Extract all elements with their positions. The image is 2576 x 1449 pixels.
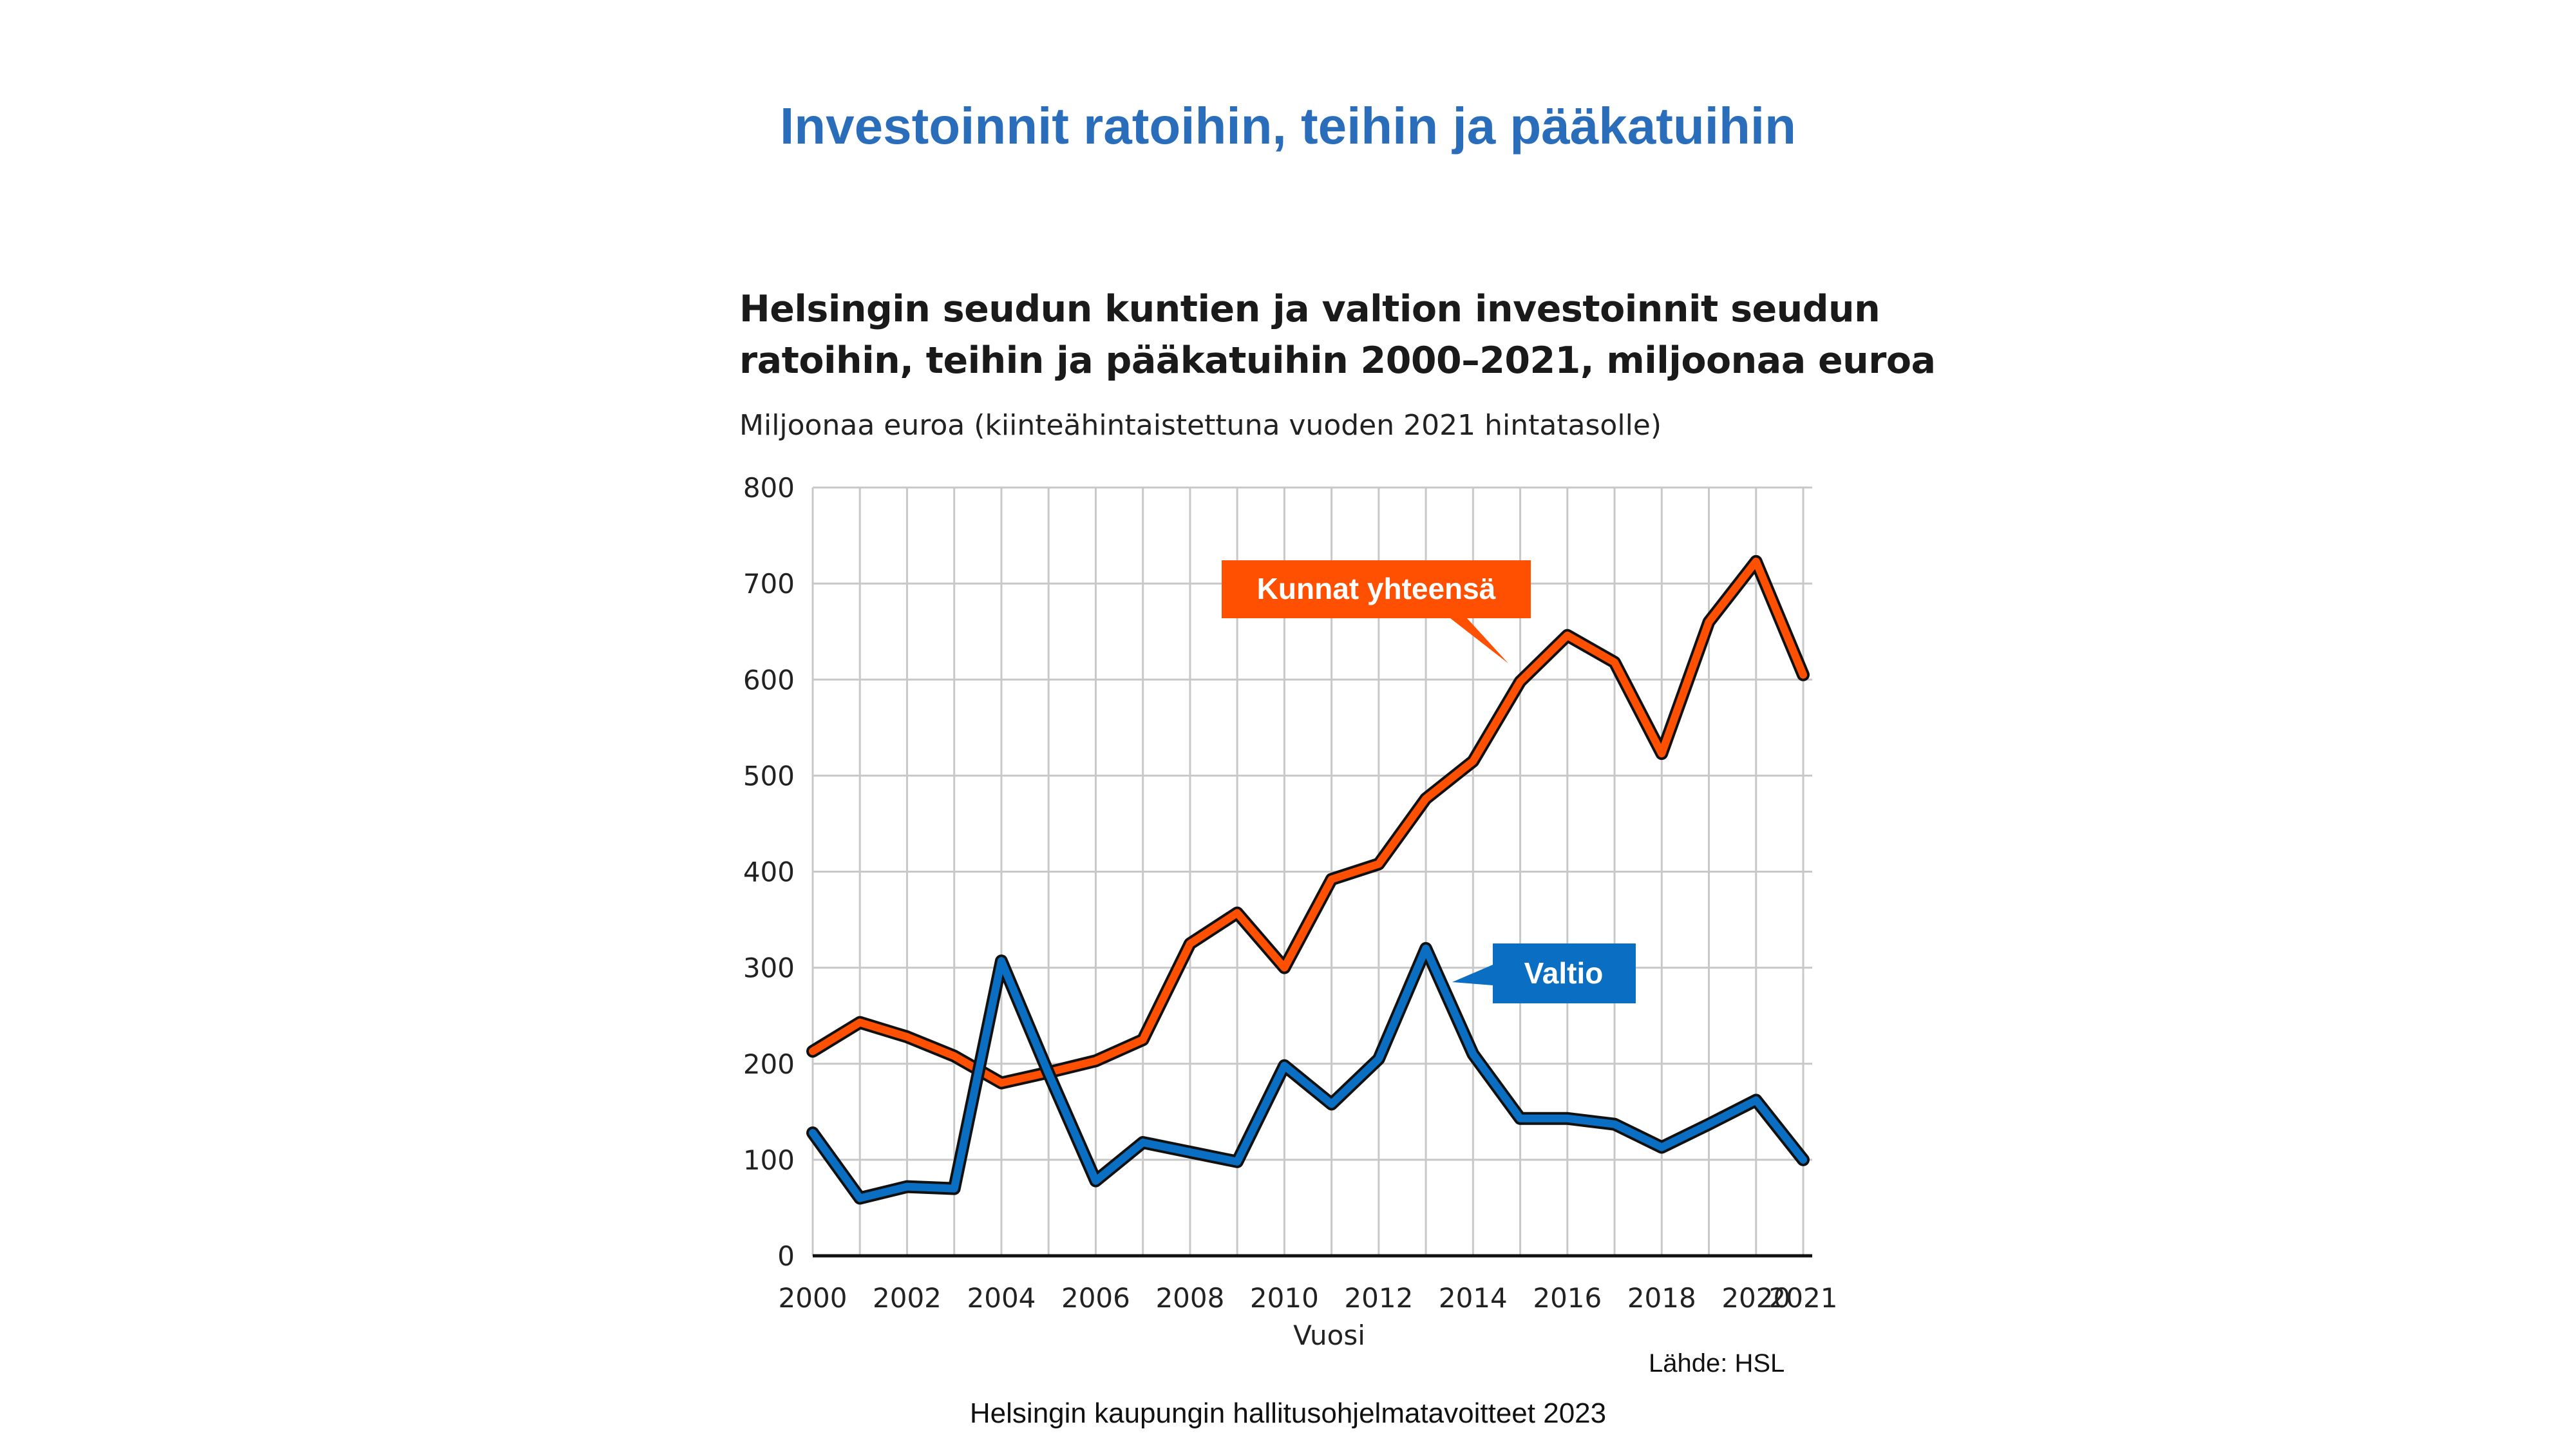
series-line-0 (809, 557, 1807, 1087)
x-axis-ticks: 2000 2002 2004 2006 2008 2010 2012 2014 2016 2018… (779, 1282, 1838, 1314)
legend-callout-kunnat: Kunnat yhteensä (1222, 560, 1531, 663)
x-tick-label: 2006 (1061, 1282, 1130, 1314)
y-tick-label: 500 (743, 760, 795, 791)
series-line-1 (809, 944, 1807, 1202)
y-tick-label: 100 (743, 1144, 795, 1176)
y-tick-label: 400 (743, 857, 795, 888)
y-tick-label: 600 (743, 664, 795, 696)
slide-footer: Helsingin kaupungin hallitusohjelmatavoi… (969, 1397, 1607, 1429)
x-tick-label: 2016 (1533, 1282, 1602, 1314)
slide-title: Investoinnit ratoihin, teihin ja pääkatu… (780, 97, 1796, 155)
chart-title: Helsingin seudun kuntien ja valtion inve… (739, 283, 1963, 386)
chart-subtitle: Miljoonaa euroa (kiinteähintaistettuna v… (739, 409, 1662, 442)
y-axis-ticks: 0 100 200 300 400 500 600 700 800 (743, 472, 795, 1272)
x-tick-label: 2000 (779, 1282, 848, 1314)
callout-valtio-box (1452, 943, 1636, 1003)
y-tick-label: 200 (743, 1048, 795, 1080)
callout-kunnat-box (1222, 560, 1531, 663)
x-tick-label: 2020 (1721, 1282, 1790, 1314)
callout-kunnat-label: Kunnat yhteensä (1257, 572, 1496, 605)
x-tick-label: 2004 (967, 1282, 1036, 1314)
chart-source: Lähde: HSL (1649, 1349, 1785, 1378)
x-tick-label: 2012 (1344, 1282, 1413, 1314)
y-tick-label: 700 (743, 568, 795, 600)
y-tick-label: 300 (743, 952, 795, 984)
legend-callout-valtio: Valtio (1452, 943, 1636, 1003)
chart-title-line-1: Helsingin seudun kuntien ja valtion inve… (739, 288, 1880, 330)
x-tick-label: 2014 (1439, 1282, 1508, 1314)
chart-title-line-2: ratoihin, teihin ja pääkatuihin 2000–202… (739, 339, 1936, 382)
series-outline-0 (806, 554, 1810, 1090)
y-tick-label: 800 (743, 472, 795, 504)
y-tick-label: 0 (777, 1240, 795, 1272)
x-axis-label: Vuosi (1293, 1320, 1365, 1351)
x-tick-label: 2008 (1155, 1282, 1224, 1314)
x-tick-label: 2021 (1769, 1282, 1838, 1314)
x-tick-label: 2010 (1250, 1282, 1319, 1314)
callout-valtio-label: Valtio (1524, 956, 1604, 990)
x-tick-label: 2002 (873, 1282, 942, 1314)
chart-series (806, 554, 1810, 1205)
x-tick-label: 2018 (1627, 1282, 1696, 1314)
